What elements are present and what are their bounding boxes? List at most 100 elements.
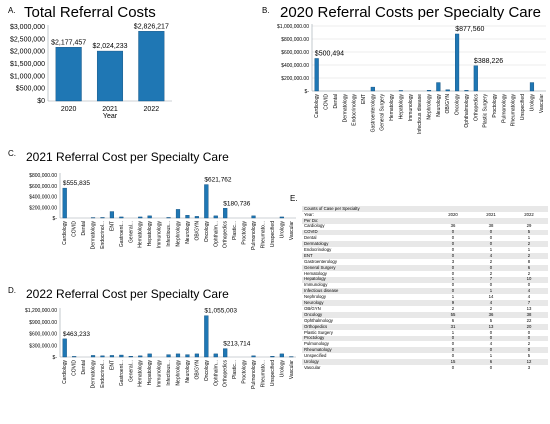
y-tick-label: $600,000.00	[281, 50, 309, 56]
x-tick-label: COVID	[72, 221, 78, 237]
row-label: Dermatology	[302, 241, 434, 248]
bar-covid	[72, 356, 77, 358]
x-tick-label: Proctology	[242, 221, 248, 245]
cell-value: 3	[434, 259, 472, 265]
data-label: $555,835	[63, 180, 90, 187]
table-row: Endocrinology 0 1 1	[302, 247, 548, 254]
x-tick-label: Vascular	[539, 94, 545, 113]
x-tick-label: Urology	[279, 221, 285, 239]
x-tick-label: Pulmonology	[251, 360, 257, 389]
cell-value: 0	[434, 282, 472, 289]
x-tick-label: General...	[128, 221, 134, 243]
cell-value: 0	[434, 247, 472, 254]
table-row: Immunology 0 0 0	[302, 282, 548, 289]
cell-value: 1	[510, 235, 548, 242]
data-label: $463,233	[63, 331, 90, 338]
cell-value: 36	[472, 312, 510, 318]
y-tick-label: $1,000,000.00	[277, 24, 309, 30]
data-label: $213,714	[223, 341, 250, 348]
cell-value: 1	[510, 247, 548, 254]
table-row: ENT 0 4 2	[302, 253, 548, 260]
y-tick-label: $-	[53, 216, 58, 222]
bar-urology	[529, 82, 535, 92]
y-tick-label: $300,000.00	[29, 343, 57, 349]
cell-value: 7	[510, 300, 548, 307]
bar-urology	[279, 353, 284, 358]
cell-value: 8	[510, 259, 548, 265]
panel-label-c: C.	[8, 149, 16, 158]
x-tick-label: Neurology	[185, 221, 191, 244]
data-label: $2,024,233	[92, 43, 127, 50]
table-e: E. Counts of Case per Specialty Year: 2020…	[290, 194, 548, 371]
case-count-table: Counts of Case per Specialty Year: 2020 202…	[302, 206, 548, 371]
cell-value: 1	[434, 329, 472, 336]
cell-value: 0	[472, 235, 510, 242]
x-tick-label: Urology	[529, 94, 535, 112]
bar-hepatology	[147, 215, 152, 219]
bar-general-	[128, 356, 133, 358]
x-tick-label: Pulmonology	[251, 221, 257, 250]
cell-value	[434, 206, 472, 212]
x-tick-label: COVID	[324, 94, 330, 110]
y-tick-label: $1,500,000	[10, 61, 45, 68]
row-label: Plastic Surgery	[302, 329, 434, 336]
bar-gastroenterology	[370, 86, 375, 92]
cell-value	[510, 217, 548, 224]
cell-value: 0	[434, 365, 472, 371]
x-tick-label: OB/GYN	[194, 360, 200, 380]
cell-value: 4	[472, 253, 510, 260]
cell-value: 31	[434, 323, 472, 330]
cell-value: 0	[472, 229, 510, 236]
x-tick-label: Vascular	[289, 360, 295, 379]
bar-ob-gyn	[445, 89, 450, 92]
cell-value: 0	[434, 353, 472, 360]
cell-value	[472, 206, 510, 212]
x-tick-label: Ophthalmology	[464, 94, 470, 128]
cell-value: 0	[434, 229, 472, 236]
cell-value: 0	[434, 335, 472, 342]
y-tick-label: $900,000.00	[29, 320, 57, 326]
x-tick-label: Immunology	[157, 221, 163, 249]
y-tick-label: $400,000.00	[29, 195, 57, 201]
bar-nephrology	[426, 90, 432, 92]
bar-infectious-	[166, 217, 171, 219]
x-tick-label: Nephrology	[176, 360, 182, 386]
chart-title: 2020 Referral Costs per Specialty Care	[280, 4, 541, 21]
bar-endocrinol-	[100, 217, 105, 219]
x-tick-label: Immunology	[408, 94, 414, 122]
bar-ob-gyn	[194, 353, 199, 358]
x-tick-label: ENT	[361, 94, 367, 104]
x-tick-label: Infectious...	[166, 360, 172, 386]
row-label: Hematology	[302, 270, 434, 277]
row-label: ENT	[302, 253, 434, 260]
cell-value: 0	[472, 329, 510, 336]
y-tick-label: $0	[37, 98, 45, 105]
table-header-row: Year: 2020 2021 2022	[302, 211, 548, 218]
x-tick-label: Nephrology	[176, 221, 182, 247]
bar-ob-gyn	[194, 216, 199, 219]
x-axis-label: Year	[103, 113, 118, 120]
data-label: $500,494	[315, 50, 344, 57]
data-label: $180,736	[223, 200, 250, 207]
x-tick-label: Immunology	[157, 360, 163, 388]
y-tick-label: $200,000.00	[281, 76, 309, 82]
row-label: Immunology	[302, 282, 434, 289]
x-tick-label: Unspecified	[270, 360, 276, 386]
y-tick-label: $800,000.00	[281, 37, 309, 43]
bar-pulmonology	[251, 215, 256, 219]
x-tick-label: Infectious disease	[417, 94, 423, 134]
cell-value: 1	[472, 247, 510, 254]
y-tick-label: $2,500,000	[10, 36, 45, 43]
bar-endocrinol-	[100, 355, 105, 358]
row-label: Ophthalmology	[302, 317, 434, 324]
cell-value: 2	[434, 306, 472, 313]
panel-label-b: B.	[262, 6, 270, 15]
row-label: COVID	[302, 229, 434, 236]
table-row: COVID 0 0 5	[302, 229, 548, 236]
x-tick-label: Oncology	[204, 360, 210, 382]
y-tick-label: $3,000,000	[10, 24, 45, 31]
bar-neurology	[185, 215, 190, 219]
cell-value: 5	[510, 229, 548, 236]
bar-nephrology	[175, 353, 181, 358]
data-label: $388,226	[474, 58, 503, 65]
